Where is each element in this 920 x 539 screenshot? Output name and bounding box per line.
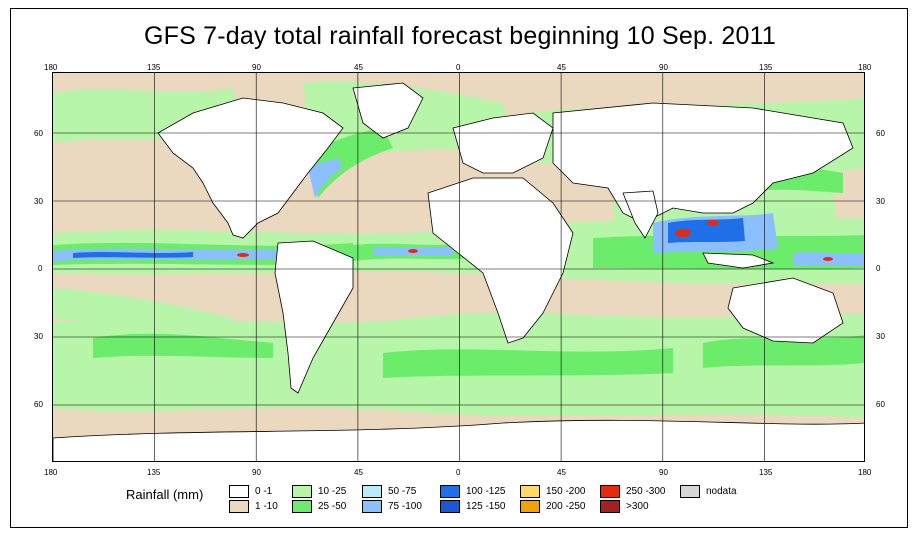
very-heavy-rain-areas xyxy=(73,218,745,258)
legend-item: nodata xyxy=(680,484,737,498)
southern-storm-3 xyxy=(703,335,864,368)
extreme-rain-spots xyxy=(237,220,833,261)
lon-tick-bottom: 90 xyxy=(252,468,261,477)
lon-tick-bottom: 45 xyxy=(354,468,363,477)
lon-tick-top: 0 xyxy=(456,63,461,72)
map-title: GFS 7-day total rainfall forecast beginn… xyxy=(144,22,776,50)
legend-label: 100 -125 xyxy=(466,485,506,497)
gulf-stream-heavy xyxy=(308,158,343,198)
atlantic-extreme xyxy=(408,249,418,253)
lon-tick-bottom: 135 xyxy=(147,468,161,477)
legend-label: 25 -50 xyxy=(318,500,347,512)
legend-label: 0 -1 xyxy=(255,485,273,497)
legend-swatch xyxy=(440,484,460,498)
lat-tick-left: 0 xyxy=(38,264,43,273)
legend-item: 250 -300 xyxy=(600,484,665,498)
lon-tick-top: 45 xyxy=(557,63,566,72)
legend-label: nodata xyxy=(706,485,737,497)
lat-tick-right: 60 xyxy=(876,400,885,409)
legend-label: 10 -25 xyxy=(318,485,347,497)
lon-tick-bottom: 45 xyxy=(557,468,566,477)
legend-label: 75 -100 xyxy=(388,500,422,512)
legend-item: 25 -50 xyxy=(292,499,346,513)
lon-tick-bottom: 180 xyxy=(44,468,58,477)
south-pacific-band xyxy=(53,288,233,348)
lat-tick-left: 60 xyxy=(34,129,43,138)
southeast-asia-vheavy xyxy=(668,218,745,243)
legend-item: 100 -125 xyxy=(440,484,505,498)
legend-swatch xyxy=(520,499,540,513)
lat-tick-right: 60 xyxy=(876,129,885,138)
lon-tick-top: 135 xyxy=(147,63,161,72)
graticule xyxy=(53,73,864,461)
legend-swatch xyxy=(362,499,382,513)
legend-item: 150 -200 xyxy=(520,484,585,498)
lon-tick-bottom: 180 xyxy=(858,468,872,477)
lon-tick-bottom: 0 xyxy=(456,468,461,477)
legend-label: 200 -250 xyxy=(546,500,586,512)
lon-tick-top: 90 xyxy=(252,63,261,72)
lon-tick-top: 45 xyxy=(354,63,363,72)
legend-swatch xyxy=(440,499,460,513)
lat-tick-left: 60 xyxy=(34,400,43,409)
legend-item: >300 xyxy=(600,499,649,513)
legend-label: 125 -150 xyxy=(466,500,506,512)
legend-swatch xyxy=(600,499,620,513)
lat-tick-right: 30 xyxy=(876,197,885,206)
legend-swatch xyxy=(600,484,620,498)
legend-swatch xyxy=(680,484,700,498)
lat-tick-left: 30 xyxy=(34,332,43,341)
legend-item: 200 -250 xyxy=(520,499,585,513)
southern-storm-2 xyxy=(383,348,673,378)
legend-label: 150 -200 xyxy=(546,485,586,497)
south-america xyxy=(274,240,354,394)
india xyxy=(622,190,659,239)
legend-swatch xyxy=(229,499,249,513)
lon-tick-top: 180 xyxy=(44,63,58,72)
map-canvas xyxy=(53,73,864,461)
lon-tick-top: 90 xyxy=(659,63,668,72)
legend-swatch xyxy=(292,484,312,498)
west-pacific-extreme xyxy=(823,257,833,261)
antarctica xyxy=(53,419,864,461)
legend-item: 10 -25 xyxy=(292,484,346,498)
pacific-vheavy xyxy=(73,252,193,258)
rainfall-map xyxy=(52,72,865,462)
greenland xyxy=(352,82,424,139)
lon-tick-top: 180 xyxy=(858,63,872,72)
south-china-sea-extreme xyxy=(707,220,719,226)
legend-label: >300 xyxy=(626,500,649,512)
legend-item: 75 -100 xyxy=(362,499,422,513)
southern-storm-1 xyxy=(93,333,273,358)
indonesia xyxy=(702,252,775,269)
australia xyxy=(727,277,844,344)
lat-tick-right: 0 xyxy=(876,264,881,273)
bay-of-bengal-extreme xyxy=(675,229,691,237)
lat-tick-right: 30 xyxy=(876,332,885,341)
europe xyxy=(452,112,554,174)
lon-tick-bottom: 135 xyxy=(759,468,773,477)
legend-swatch xyxy=(292,499,312,513)
legend-item: 1 -10 xyxy=(229,499,278,513)
legend-label: 1 -10 xyxy=(255,500,278,512)
pacific-extreme xyxy=(237,253,249,257)
africa xyxy=(427,177,574,344)
legend-swatch xyxy=(229,484,249,498)
legend-item: 0 -1 xyxy=(229,484,272,498)
lon-tick-top: 135 xyxy=(759,63,773,72)
legend-title: Rainfall (mm) xyxy=(126,487,204,502)
lat-tick-left: 30 xyxy=(34,197,43,206)
legend-label: 50 -75 xyxy=(388,485,417,497)
lon-tick-bottom: 90 xyxy=(659,468,668,477)
legend-item: 125 -150 xyxy=(440,499,505,513)
legend-label: 250 -300 xyxy=(626,485,666,497)
legend-item: 50 -75 xyxy=(362,484,416,498)
legend-swatch xyxy=(520,484,540,498)
legend-swatch xyxy=(362,484,382,498)
